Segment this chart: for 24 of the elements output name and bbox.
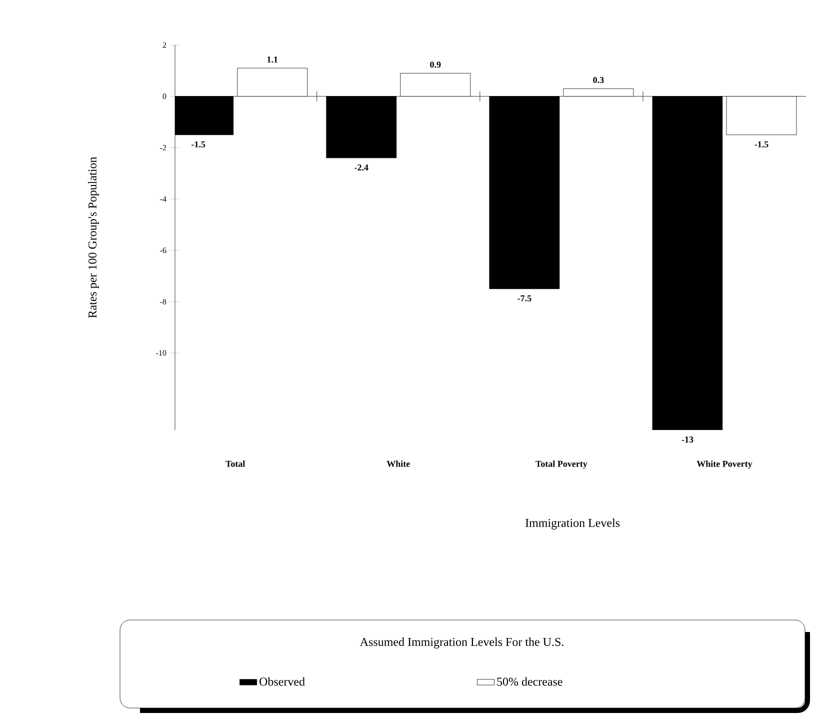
y-tick-label: -6	[160, 248, 166, 254]
data-label: -2.4	[354, 164, 368, 171]
data-label: -13	[682, 436, 694, 443]
legend-label: Observed	[260, 677, 305, 686]
x-tick-label: Total Poverty	[536, 460, 588, 469]
data-label: -7.5	[518, 295, 532, 302]
y-tick-label: -2	[160, 145, 166, 150]
y-tick-label: -4	[160, 196, 166, 202]
x-tick-label: White Poverty	[696, 460, 752, 469]
data-label: -1.5	[754, 141, 768, 148]
y-tick-label: -8	[160, 298, 166, 304]
y-axis-title: Rates per 100 Group's Population	[88, 156, 99, 318]
data-label: 0.9	[430, 62, 441, 68]
x-axis-title: Immigration Levels	[525, 518, 620, 530]
legend-title: Assumed Immigration Levels For the U.S.	[360, 638, 564, 648]
y-tick-label: 0	[162, 94, 166, 100]
data-label: 1.1	[267, 56, 278, 63]
y-tick-label: 2	[162, 42, 166, 48]
y-tick-label: -10	[156, 350, 166, 356]
legend-label: 50% decrease	[497, 677, 562, 686]
x-tick-label: Total	[226, 460, 246, 467]
x-tick-label: White	[386, 460, 410, 467]
data-label: 0.3	[593, 76, 604, 84]
data-label: -1.5	[192, 141, 206, 148]
